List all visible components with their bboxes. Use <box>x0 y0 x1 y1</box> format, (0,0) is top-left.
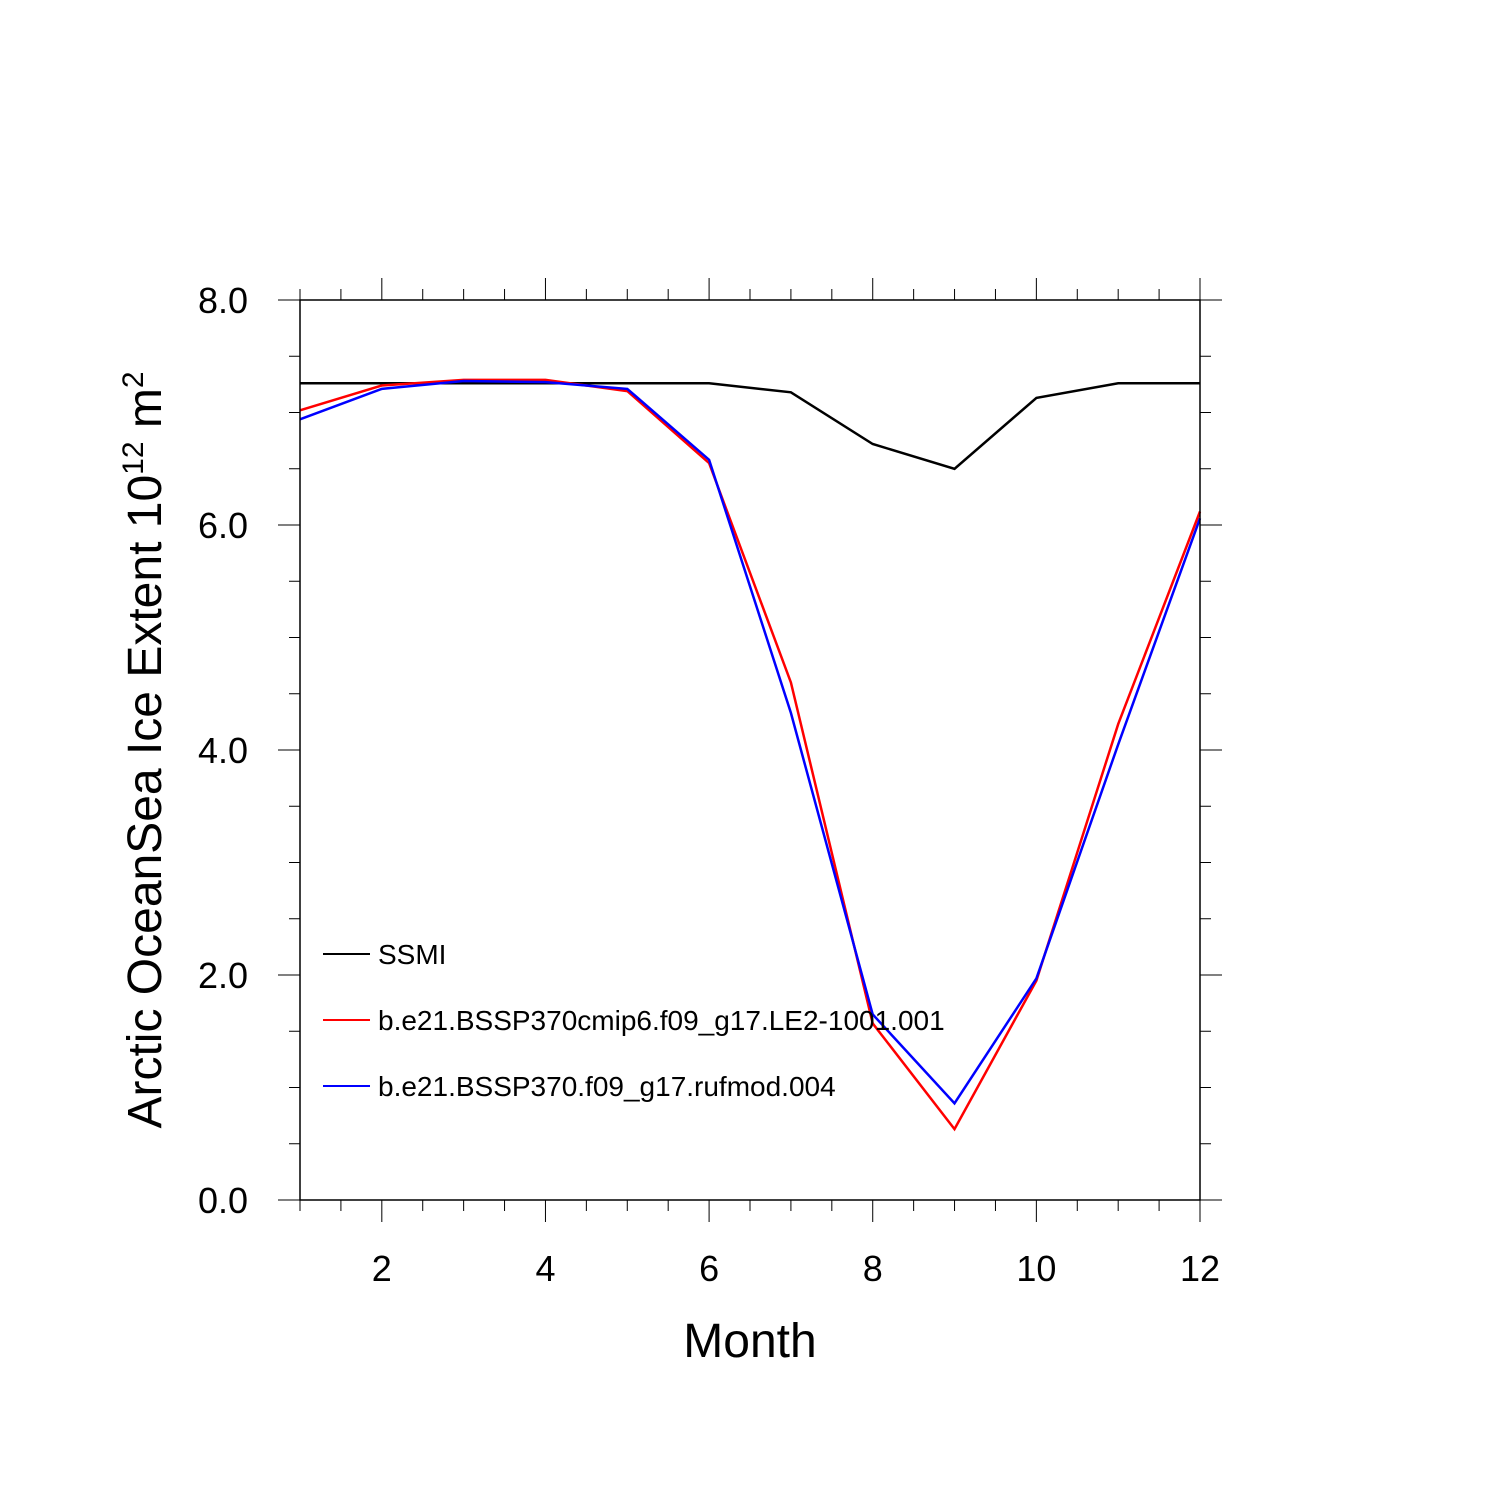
y-tick-label-0: 0.0 <box>198 1180 248 1221</box>
y-axis-title-exponent: 12 <box>117 441 150 474</box>
series-line-0 <box>300 382 1200 471</box>
x-tick-label-8: 8 <box>863 1248 883 1289</box>
series-line-2 <box>299 379 1202 1106</box>
y-axis-title: Arctic OceanSea Ice Extent 1012 m2 <box>117 371 172 1128</box>
y-axis-title-unit: m <box>119 388 172 441</box>
x-tick-label-6: 6 <box>699 1248 719 1289</box>
legend-item-cmip6: b.e21.BSSP370cmip6.f09_g17.LE2-1001.001 <box>323 1005 945 1036</box>
x-tick-label-4: 4 <box>535 1248 555 1289</box>
plot-frame <box>299 299 1201 1201</box>
x-tick-label-12: 12 <box>1180 1248 1220 1289</box>
legend-label-cmip6: b.e21.BSSP370cmip6.f09_g17.LE2-1001.001 <box>378 1005 945 1036</box>
x-tick-label-2: 2 <box>372 1248 392 1289</box>
x-tick-label-10: 10 <box>1016 1248 1056 1289</box>
x-axis-title: Month <box>683 1315 816 1368</box>
plot-series <box>299 378 1202 1132</box>
y-tick-label-2: 2.0 <box>198 955 248 996</box>
y-axis-title-unit-exponent: 2 <box>117 371 150 388</box>
legend-label-rufmod: b.e21.BSSP370.f09_g17.rufmod.004 <box>378 1071 836 1102</box>
tick-labels: 2 4 6 8 10 12 0.0 2.0 4.0 6.0 8.0 <box>198 280 1220 1289</box>
legend-label-ssmi: SSMI <box>378 939 446 970</box>
legend-item-rufmod: b.e21.BSSP370.f09_g17.rufmod.004 <box>323 1071 836 1102</box>
legend-item-ssmi: SSMI <box>323 939 446 970</box>
y-tick-label-8: 8.0 <box>198 280 248 321</box>
y-tick-label-4: 4.0 <box>198 730 248 771</box>
legend: SSMI b.e21.BSSP370cmip6.f09_g17.LE2-1001… <box>323 939 945 1102</box>
axis-ticks <box>278 278 1222 1222</box>
y-axis-title-main: Arctic OceanSea Ice Extent 10 <box>119 475 172 1129</box>
y-tick-label-6: 6.0 <box>198 505 248 546</box>
